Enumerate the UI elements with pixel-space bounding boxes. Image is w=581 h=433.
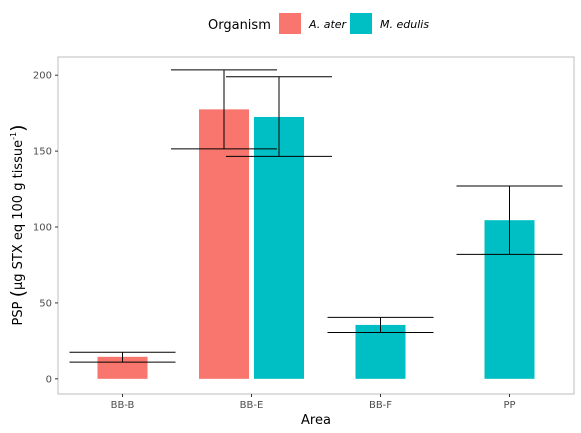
x-axis-title: Area	[301, 413, 331, 428]
error-bars	[69, 69, 563, 363]
legend-key-a-ater	[279, 13, 301, 34]
y-tick-label-100: 100	[33, 223, 52, 234]
y-tick-label-50: 50	[39, 298, 52, 309]
legend: Organism A. ater M. edulis	[208, 13, 429, 34]
y-tick-label-0: 0	[46, 374, 52, 385]
y-axis: 0 50 100 150 200	[33, 71, 58, 385]
legend-label-a-ater: A. ater	[308, 18, 348, 31]
svg-text:PSP (µg STX eq 100 g tis: PSP (µg STX eq 100 g tissue-1)	[7, 125, 29, 326]
bar-bb-e-a-ater	[199, 109, 249, 379]
legend-label-m-edulis: M. edulis	[380, 18, 429, 31]
bar-bb-e-m-edulis	[254, 116, 304, 379]
y-tick-label-200: 200	[33, 71, 52, 82]
error-bar-bb-f-m-edulis	[327, 316, 434, 334]
x-tick-label-bb-e: BB-E	[240, 400, 264, 411]
legend-title: Organism	[208, 18, 271, 33]
error-bar-bb-e-m-edulis	[226, 76, 332, 157]
y-tick-label-150: 150	[33, 147, 52, 158]
bar-bb-f-m-edulis	[355, 324, 406, 379]
x-tick-label-pp: PP	[503, 400, 515, 411]
y-axis-title-unit: µg STX eq 100 g tissue	[11, 140, 26, 290]
error-bar-bb-e-a-ater	[171, 69, 277, 150]
x-tick-label-bb-b: BB-B	[111, 400, 135, 411]
x-axis: BB-B BB-E BB-F PP	[111, 394, 516, 411]
x-tick-label-bb-f: BB-F	[369, 400, 392, 411]
legend-key-m-edulis	[350, 13, 372, 34]
y-axis-title: PSP (µg STX eq 100 g tissue-1)	[7, 125, 29, 326]
y-axis-title-main: PSP	[11, 301, 26, 325]
error-bar-pp-m-edulis	[456, 185, 563, 255]
error-bar-bb-b-a-ater	[69, 351, 176, 363]
y-axis-title-exponent: -1	[9, 132, 18, 140]
